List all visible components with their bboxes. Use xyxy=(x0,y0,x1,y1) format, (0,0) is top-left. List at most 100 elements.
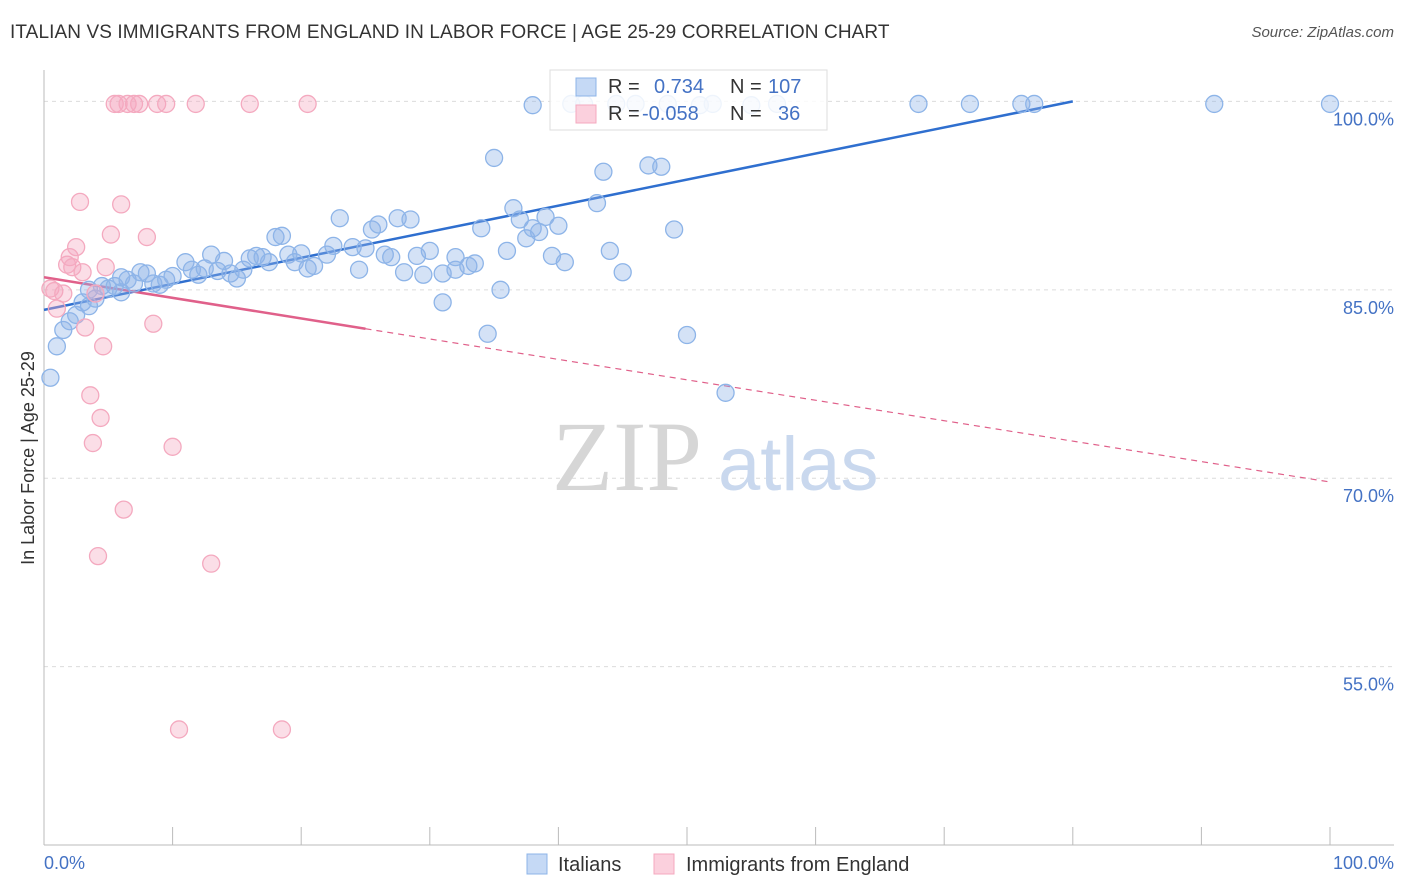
point-series-1-17 xyxy=(96,258,115,277)
point-series-0-99 xyxy=(960,94,980,114)
stats-swatch-england xyxy=(575,104,597,124)
point-series-1-30 xyxy=(163,437,182,456)
y-tick-label-1: 85.0% xyxy=(1343,298,1394,318)
point-series-0-103 xyxy=(1320,94,1340,114)
point-series-0-76 xyxy=(536,207,555,227)
source-label: Source: ZipAtlas.com xyxy=(1251,24,1394,41)
point-series-0-100 xyxy=(1012,94,1031,114)
point-series-0-48 xyxy=(356,239,375,258)
point-series-1-10 xyxy=(76,318,95,337)
point-series-1-8 xyxy=(70,192,90,212)
x-tick-label-0: 0.0% xyxy=(44,853,85,873)
point-series-0-44 xyxy=(324,236,343,256)
point-series-0-55 xyxy=(401,210,420,229)
point-series-0-31 xyxy=(234,260,253,279)
point-series-0-15 xyxy=(124,274,144,293)
point-series-1-19 xyxy=(105,94,124,114)
point-series-0-17 xyxy=(137,264,157,283)
point-series-1-26 xyxy=(137,227,157,247)
y-axis-label: In Labor Force | Age 25-29 xyxy=(18,351,38,565)
stats-r-label-england: R = xyxy=(608,103,640,125)
point-series-0-75 xyxy=(529,222,549,242)
point-series-0-54 xyxy=(394,263,414,282)
point-series-1-21 xyxy=(112,195,131,214)
point-series-1-9 xyxy=(73,263,92,282)
legend-label-england: Immigrants from England xyxy=(686,854,909,876)
point-series-0-52 xyxy=(382,248,401,267)
x-tick-labels: 0.0% 100.0% xyxy=(44,853,1394,873)
point-series-0-66 xyxy=(478,324,497,343)
point-series-1-25 xyxy=(130,94,149,114)
y-tick-label-0: 100.0% xyxy=(1333,109,1394,129)
point-series-1-33 xyxy=(202,554,221,573)
point-series-0-102 xyxy=(1205,94,1224,114)
point-series-1-31 xyxy=(169,720,189,739)
chart-title: ITALIAN VS IMMIGRANTS FROM ENGLAND IN LA… xyxy=(10,22,890,43)
point-series-1-36 xyxy=(298,94,317,114)
point-series-0-16 xyxy=(131,263,150,282)
stats-n-value-italians: 107 xyxy=(768,76,801,98)
y-tick-label-2: 70.0% xyxy=(1343,486,1394,506)
point-series-0-69 xyxy=(497,241,517,261)
point-series-0-83 xyxy=(594,162,613,181)
trendline-series-0 xyxy=(43,100,1074,312)
point-series-0-1 xyxy=(47,337,67,356)
stats-r-value-england: -0.058 xyxy=(642,103,699,125)
point-series-0-101 xyxy=(1025,94,1044,114)
y-tick-label-3: 55.0% xyxy=(1343,675,1394,695)
point-series-1-35 xyxy=(272,720,292,739)
point-series-1-6 xyxy=(63,258,82,277)
point-series-0-0 xyxy=(41,368,60,387)
point-series-0-73 xyxy=(523,96,542,115)
point-series-1-3 xyxy=(54,284,73,303)
point-series-1-32 xyxy=(186,94,205,114)
point-series-0-95 xyxy=(716,383,735,402)
stats-r-label-italians: R = xyxy=(608,76,640,98)
stats-n-label-italians: N = xyxy=(730,76,762,98)
watermark: ZIP atlas xyxy=(552,401,879,512)
point-series-0-62 xyxy=(446,248,465,267)
point-series-0-58 xyxy=(420,241,439,261)
point-series-0-84 xyxy=(600,241,619,261)
series-legend: Italians Immigrants from England xyxy=(526,853,909,876)
watermark-atlas: atlas xyxy=(718,422,879,507)
point-series-1-27 xyxy=(144,314,163,333)
stats-legend: R = 0.734 N = 107 R = -0.058 N = 36 xyxy=(549,69,828,131)
stats-r-value-italians: 0.734 xyxy=(654,76,704,98)
point-series-0-91 xyxy=(664,220,684,239)
point-series-0-45 xyxy=(330,209,349,228)
point-series-0-59 xyxy=(433,293,452,312)
point-series-1-29 xyxy=(157,94,176,114)
point-series-0-42 xyxy=(304,256,324,276)
point-series-1-24 xyxy=(124,94,144,114)
point-series-1-2 xyxy=(47,299,67,318)
point-series-0-50 xyxy=(369,215,388,234)
point-series-1-14 xyxy=(88,546,108,566)
point-series-1-11 xyxy=(81,386,100,405)
legend-swatch-italians xyxy=(526,853,548,875)
point-series-0-47 xyxy=(349,260,369,279)
legend-swatch-england xyxy=(653,853,675,875)
point-series-0-92 xyxy=(677,325,697,345)
point-series-0-86 xyxy=(613,263,632,282)
point-series-0-71 xyxy=(510,210,529,229)
point-series-1-12 xyxy=(83,433,103,453)
axes xyxy=(43,70,1394,846)
point-series-0-21 xyxy=(163,266,182,286)
point-series-0-40 xyxy=(292,244,311,263)
point-series-0-65 xyxy=(472,219,491,238)
point-series-0-79 xyxy=(555,253,574,272)
grid-lines xyxy=(44,100,1394,668)
point-series-1-15 xyxy=(91,408,110,428)
point-series-0-67 xyxy=(484,148,504,168)
point-series-0-35 xyxy=(259,253,279,272)
point-series-0-98 xyxy=(909,94,928,114)
point-series-0-78 xyxy=(549,216,568,235)
trendline-dashed-series-1 xyxy=(365,328,1331,483)
legend-label-italians: Italians xyxy=(558,854,621,876)
point-series-0-68 xyxy=(491,280,510,299)
point-series-0-89 xyxy=(652,157,671,176)
point-series-0-36 xyxy=(266,227,285,247)
point-series-1-16 xyxy=(94,337,113,356)
